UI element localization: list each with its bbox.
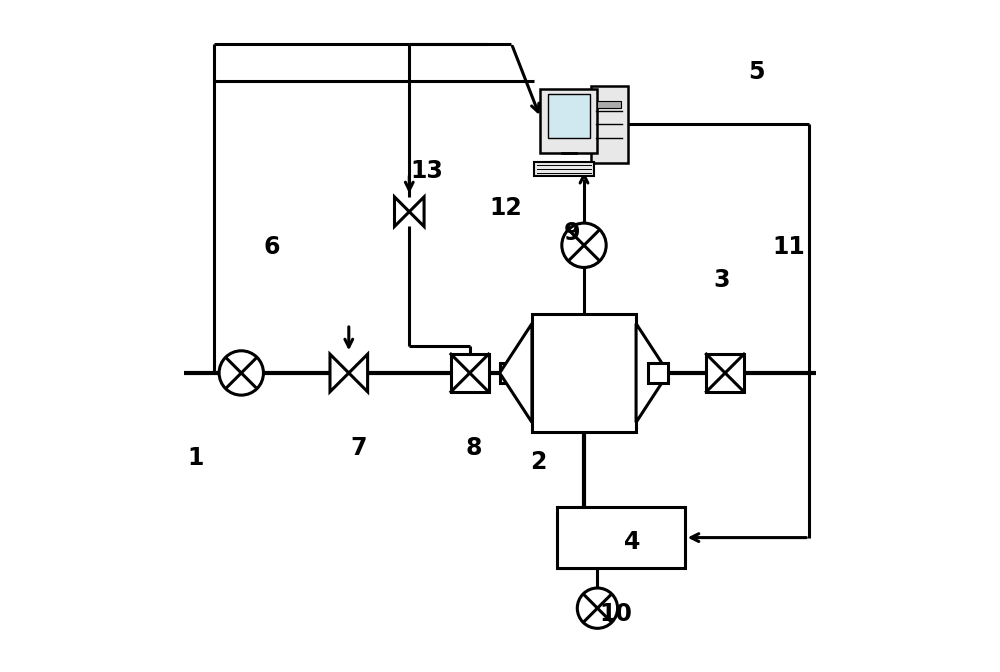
Text: 8: 8: [465, 436, 482, 460]
Bar: [591, 86, 628, 163]
Text: 9: 9: [564, 221, 580, 245]
Polygon shape: [394, 197, 409, 226]
Text: 1: 1: [188, 446, 204, 470]
Text: 13: 13: [410, 159, 443, 183]
Text: 6: 6: [263, 235, 280, 259]
Text: 2: 2: [530, 450, 547, 474]
Text: 4: 4: [624, 530, 641, 554]
Text: 5: 5: [749, 60, 765, 84]
Bar: [597, 101, 621, 108]
Text: 11: 11: [772, 235, 805, 259]
Bar: [532, 314, 636, 431]
Text: 10: 10: [599, 602, 632, 626]
Circle shape: [577, 588, 618, 628]
Bar: [648, 363, 668, 383]
Polygon shape: [330, 354, 349, 392]
Text: 3: 3: [714, 268, 730, 292]
Circle shape: [219, 351, 263, 395]
Polygon shape: [636, 324, 668, 423]
Polygon shape: [409, 197, 424, 226]
Text: 12: 12: [489, 196, 522, 220]
Polygon shape: [349, 354, 368, 392]
Polygon shape: [500, 324, 532, 423]
Circle shape: [562, 223, 606, 267]
Bar: [548, 95, 590, 138]
Bar: [540, 89, 597, 153]
Bar: [706, 354, 744, 392]
Bar: [451, 354, 489, 392]
Text: 7: 7: [351, 436, 367, 460]
Bar: [557, 507, 685, 568]
Bar: [500, 363, 520, 383]
Bar: [534, 162, 594, 177]
